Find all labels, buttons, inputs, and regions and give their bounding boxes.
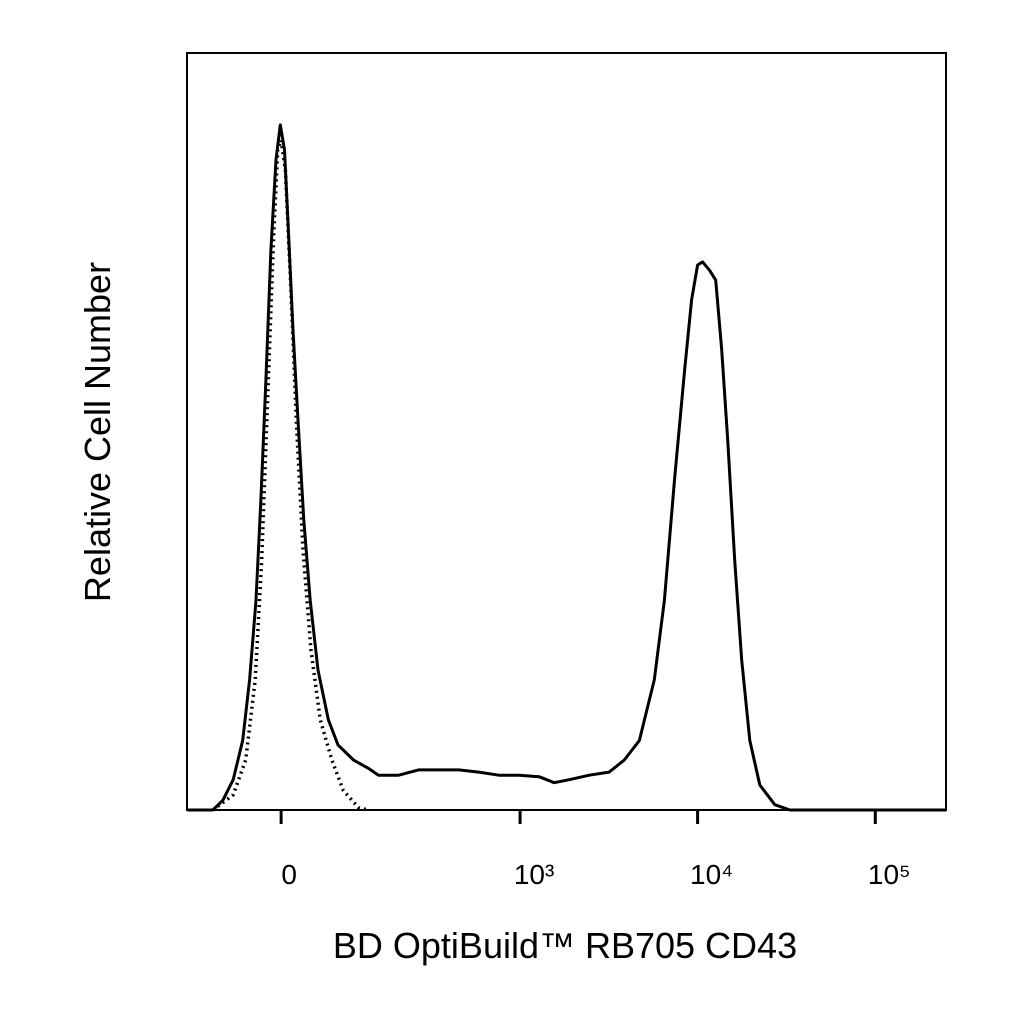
- x-tick-label: 10⁴: [690, 859, 733, 890]
- x-tick-label: 0: [281, 859, 297, 890]
- series-line: [211, 138, 369, 812]
- plot-frame: [186, 52, 947, 811]
- y-axis-label: Relative Cell Number: [77, 262, 118, 602]
- x-tick-label: 10⁵: [868, 859, 911, 890]
- x-axis-label: BD OptiBuild™ RB705 CD43: [333, 925, 797, 966]
- x-tick-label: 10³: [514, 859, 554, 890]
- series-line: [187, 123, 946, 812]
